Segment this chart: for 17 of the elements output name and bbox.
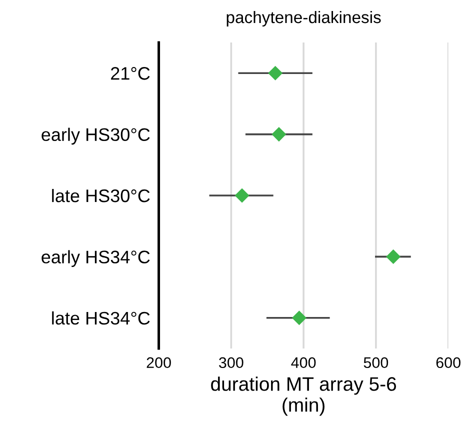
x-tick-label: 500 [364, 357, 388, 368]
x-axis-title: duration MT array 5-6 (min) [211, 376, 396, 416]
x-tick-label: 300 [219, 357, 244, 368]
y-tick-label: late HS30°C [52, 188, 150, 202]
x-tick-label: 400 [291, 357, 316, 368]
x-tick-label: 600 [436, 357, 460, 368]
point [268, 66, 283, 80]
point [234, 188, 250, 203]
y-tick-label: late HS34°C [52, 311, 150, 325]
point [292, 310, 306, 326]
point [386, 249, 401, 264]
point [272, 127, 286, 142]
y-tick-label: early HS30°C [42, 128, 150, 145]
chart-title: pachytene-diakinesis [226, 10, 381, 27]
y-tick-label: early HS34°C [42, 250, 150, 267]
x-tick-label: 200 [146, 357, 171, 368]
y-tick-label: 21°C [111, 67, 150, 80]
